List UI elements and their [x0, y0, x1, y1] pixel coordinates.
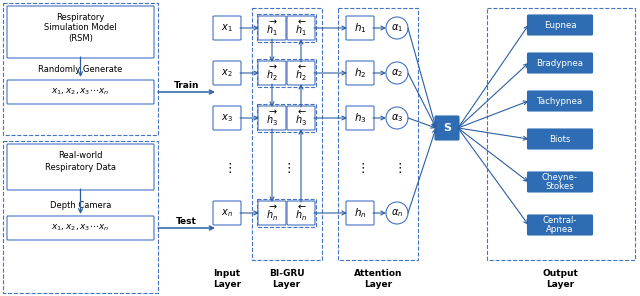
Text: Biots: Biots [549, 134, 571, 144]
Text: $x_n$: $x_n$ [221, 207, 233, 219]
Text: Respiratory: Respiratory [56, 14, 105, 22]
Text: Simulation Model: Simulation Model [44, 23, 117, 33]
Text: BI-GRU
Layer: BI-GRU Layer [269, 269, 304, 289]
Text: $\vdots$: $\vdots$ [282, 161, 291, 175]
Text: Train: Train [173, 81, 199, 89]
FancyBboxPatch shape [7, 144, 154, 190]
FancyBboxPatch shape [287, 16, 315, 40]
FancyBboxPatch shape [527, 172, 593, 192]
Text: $\overrightarrow{h_3}$: $\overrightarrow{h_3}$ [266, 108, 278, 128]
FancyBboxPatch shape [287, 61, 315, 85]
FancyBboxPatch shape [287, 106, 315, 130]
FancyBboxPatch shape [527, 15, 593, 35]
Bar [257, 104, 316, 132]
Text: $x_1, x_2, x_3\cdots x_n$: $x_1, x_2, x_3\cdots x_n$ [51, 223, 109, 233]
Text: $\vdots$: $\vdots$ [223, 161, 232, 175]
Text: $\vdots$: $\vdots$ [356, 161, 364, 175]
FancyBboxPatch shape [435, 116, 459, 140]
Text: Depth Camera: Depth Camera [50, 200, 111, 210]
Bar [338, 8, 418, 260]
Text: $\vdots$: $\vdots$ [392, 161, 401, 175]
Text: Central-
Apnea: Central- Apnea [543, 216, 577, 234]
FancyBboxPatch shape [213, 106, 241, 130]
Text: $\overleftarrow{h_3}$: $\overleftarrow{h_3}$ [295, 108, 307, 128]
FancyBboxPatch shape [213, 201, 241, 225]
Text: Tachypnea: Tachypnea [537, 96, 583, 105]
FancyBboxPatch shape [258, 201, 286, 225]
Text: $\overrightarrow{h_n}$: $\overrightarrow{h_n}$ [266, 203, 278, 223]
Text: Bradypnea: Bradypnea [536, 59, 584, 67]
FancyBboxPatch shape [346, 16, 374, 40]
Bar [257, 14, 316, 42]
Text: Eupnea: Eupnea [544, 20, 576, 30]
Bar [252, 8, 322, 260]
Text: $x_1, x_2, x_3\cdots x_n$: $x_1, x_2, x_3\cdots x_n$ [51, 87, 109, 97]
Text: $\alpha_1$: $\alpha_1$ [391, 22, 403, 34]
Text: Randomly Generate: Randomly Generate [38, 65, 123, 75]
Text: $\overleftarrow{h_n}$: $\overleftarrow{h_n}$ [295, 203, 307, 223]
FancyBboxPatch shape [346, 106, 374, 130]
Text: $h_1$: $h_1$ [354, 21, 366, 35]
FancyBboxPatch shape [7, 80, 154, 104]
Text: $\alpha_3$: $\alpha_3$ [391, 112, 403, 124]
Text: $h_3$: $h_3$ [354, 111, 366, 125]
FancyBboxPatch shape [258, 106, 286, 130]
Bar [257, 59, 316, 87]
FancyBboxPatch shape [527, 129, 593, 149]
Text: $\overrightarrow{h_1}$: $\overrightarrow{h_1}$ [266, 18, 278, 38]
Text: Respiratory Data: Respiratory Data [45, 163, 116, 171]
Text: $\overleftarrow{h_2}$: $\overleftarrow{h_2}$ [295, 63, 307, 83]
Text: Input
Layer: Input Layer [213, 269, 241, 289]
Text: $\overrightarrow{h_2}$: $\overrightarrow{h_2}$ [266, 63, 278, 83]
Bar [487, 8, 635, 260]
FancyBboxPatch shape [527, 215, 593, 235]
Text: $\overleftarrow{h_1}$: $\overleftarrow{h_1}$ [295, 18, 307, 38]
Text: Output
Layer: Output Layer [542, 269, 578, 289]
Text: Real-world: Real-world [58, 152, 103, 160]
FancyBboxPatch shape [213, 61, 241, 85]
FancyBboxPatch shape [346, 61, 374, 85]
FancyBboxPatch shape [7, 216, 154, 240]
FancyBboxPatch shape [527, 91, 593, 111]
Text: $x_1$: $x_1$ [221, 22, 233, 34]
Text: Attention
Layer: Attention Layer [355, 269, 403, 289]
FancyBboxPatch shape [346, 201, 374, 225]
Text: Cheyne-
Stokes: Cheyne- Stokes [542, 173, 578, 191]
FancyBboxPatch shape [7, 6, 154, 58]
Text: $\alpha_n$: $\alpha_n$ [391, 207, 403, 219]
Text: S: S [443, 123, 451, 133]
Text: (RSM): (RSM) [68, 33, 93, 43]
FancyBboxPatch shape [258, 16, 286, 40]
Text: Test: Test [176, 216, 197, 226]
Text: $x_3$: $x_3$ [221, 112, 233, 124]
Bar [3, 141, 158, 293]
FancyBboxPatch shape [213, 16, 241, 40]
Text: $h_n$: $h_n$ [354, 206, 366, 220]
Bar [3, 3, 158, 135]
Text: $\alpha_2$: $\alpha_2$ [391, 67, 403, 79]
Bar [257, 199, 316, 227]
FancyBboxPatch shape [287, 201, 315, 225]
FancyBboxPatch shape [258, 61, 286, 85]
FancyBboxPatch shape [527, 53, 593, 73]
Text: $x_2$: $x_2$ [221, 67, 233, 79]
Text: $h_2$: $h_2$ [354, 66, 366, 80]
